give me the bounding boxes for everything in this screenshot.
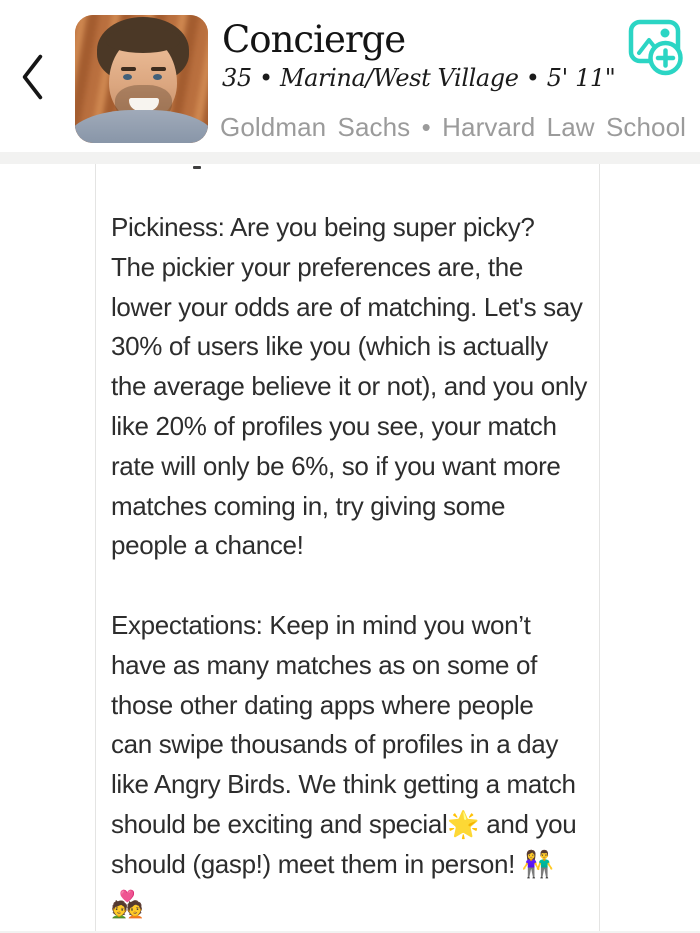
profile-details: 35 • Marina/West Village • 5' 11" [222, 64, 616, 92]
photo-add-icon [627, 19, 685, 79]
avatar-eye [123, 74, 132, 80]
bottom-divider-band [0, 931, 700, 933]
avatar-brow [151, 67, 166, 71]
header-divider-band [0, 152, 700, 164]
avatar-brow [121, 67, 136, 71]
profile-employers: Goldman Sachs • Harvard Law School [220, 112, 687, 142]
avatar-shirt [75, 110, 208, 143]
avatar-eye [153, 74, 162, 80]
profile-avatar[interactable] [75, 15, 208, 143]
avatar-hairline [106, 29, 180, 53]
profile-header: Concierge 35 • Marina/West Village • 5' … [0, 0, 700, 152]
card-right-border [599, 164, 600, 931]
back-button[interactable] [14, 48, 50, 104]
message-card: Pickiness: Are you being super picky? Th… [0, 164, 700, 931]
concierge-message-text: Pickiness: Are you being super picky? Th… [111, 212, 588, 919]
cutoff-text-remnant [193, 166, 201, 169]
profile-name: Concierge [222, 18, 406, 61]
card-left-border [95, 164, 96, 931]
chevron-left-icon [14, 52, 50, 102]
add-photo-button[interactable] [627, 18, 685, 76]
